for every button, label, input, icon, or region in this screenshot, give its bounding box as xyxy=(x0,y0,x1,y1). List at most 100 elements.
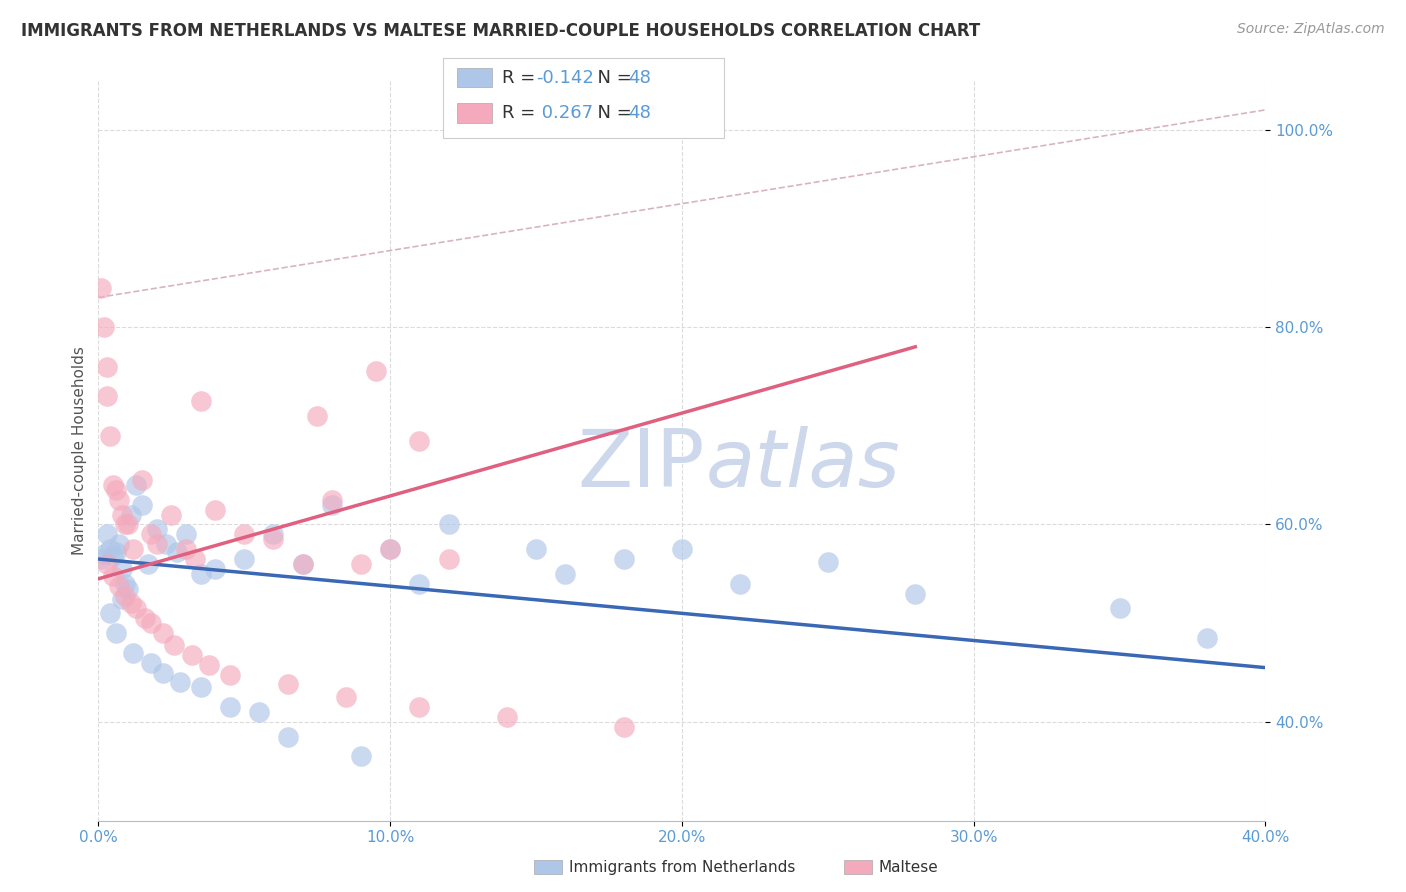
Point xyxy=(96,527,118,541)
Point xyxy=(104,545,127,559)
Point xyxy=(98,607,121,621)
Point xyxy=(131,498,153,512)
Point xyxy=(117,517,139,532)
Point xyxy=(169,675,191,690)
Point xyxy=(671,542,693,557)
Point xyxy=(233,527,256,541)
Point xyxy=(612,552,634,566)
Point xyxy=(111,591,134,606)
Point xyxy=(111,508,134,522)
Point xyxy=(174,542,197,557)
Point xyxy=(90,280,112,294)
Point xyxy=(218,700,240,714)
Point xyxy=(125,601,148,615)
Text: 48: 48 xyxy=(628,104,651,122)
Text: 48: 48 xyxy=(628,69,651,87)
Point xyxy=(120,508,142,522)
Point xyxy=(90,552,112,566)
Point xyxy=(1195,631,1218,645)
Y-axis label: Married-couple Households: Married-couple Households xyxy=(72,346,87,555)
Point xyxy=(190,681,212,695)
Point xyxy=(101,569,124,583)
Point xyxy=(291,557,314,571)
Point xyxy=(262,533,284,547)
Point xyxy=(136,557,159,571)
Point xyxy=(335,690,357,705)
Point xyxy=(190,394,212,409)
Point xyxy=(163,638,186,652)
Point xyxy=(96,557,118,571)
Point xyxy=(380,542,402,557)
Point xyxy=(104,483,127,497)
Point xyxy=(277,677,299,691)
Point xyxy=(139,527,162,541)
Point xyxy=(98,428,121,442)
Point xyxy=(408,700,430,714)
Point xyxy=(904,586,927,600)
Point xyxy=(496,710,519,724)
Text: -0.142: -0.142 xyxy=(536,69,593,87)
Text: N =: N = xyxy=(586,104,638,122)
Point xyxy=(364,364,387,378)
Point xyxy=(104,626,127,640)
Point xyxy=(139,616,162,631)
Point xyxy=(160,508,183,522)
Point xyxy=(218,667,240,681)
Point xyxy=(408,576,430,591)
Point xyxy=(198,657,221,672)
Point xyxy=(93,320,115,334)
Point xyxy=(114,576,136,591)
Point xyxy=(114,589,136,603)
Point xyxy=(111,562,134,576)
Point xyxy=(125,478,148,492)
Point xyxy=(180,648,202,662)
Point xyxy=(321,498,343,512)
Point xyxy=(204,502,226,516)
Point xyxy=(152,665,174,680)
Point xyxy=(108,492,131,507)
Point xyxy=(114,517,136,532)
Point xyxy=(350,557,373,571)
Text: 0.267: 0.267 xyxy=(536,104,593,122)
Point xyxy=(321,492,343,507)
Point xyxy=(307,409,329,423)
Point xyxy=(139,656,162,670)
Point xyxy=(730,576,752,591)
Point xyxy=(612,720,634,734)
Text: Immigrants from Netherlands: Immigrants from Netherlands xyxy=(569,860,796,874)
Point xyxy=(190,566,212,581)
Text: IMMIGRANTS FROM NETHERLANDS VS MALTESE MARRIED-COUPLE HOUSEHOLDS CORRELATION CHA: IMMIGRANTS FROM NETHERLANDS VS MALTESE M… xyxy=(21,22,980,40)
Point xyxy=(166,545,188,559)
Point xyxy=(134,611,156,625)
Point xyxy=(146,537,169,551)
Point xyxy=(247,705,270,719)
Point xyxy=(108,537,131,551)
Point xyxy=(101,549,124,563)
Point xyxy=(155,537,177,551)
Text: Source: ZipAtlas.com: Source: ZipAtlas.com xyxy=(1237,22,1385,37)
Point xyxy=(120,597,142,611)
Point xyxy=(408,434,430,448)
Text: Maltese: Maltese xyxy=(879,860,938,874)
Text: R =: R = xyxy=(502,69,541,87)
Point xyxy=(350,749,373,764)
Point xyxy=(131,473,153,487)
Point xyxy=(174,527,197,541)
Point xyxy=(122,542,145,557)
Text: atlas: atlas xyxy=(706,426,900,504)
Point xyxy=(233,552,256,566)
Text: ZIP: ZIP xyxy=(578,426,706,504)
Point xyxy=(277,730,299,744)
Point xyxy=(204,562,226,576)
Point xyxy=(146,523,169,537)
Point xyxy=(96,389,118,403)
Point xyxy=(1108,601,1130,615)
Point xyxy=(98,542,121,557)
Point xyxy=(101,478,124,492)
Point xyxy=(93,547,115,561)
Point xyxy=(117,582,139,596)
Point xyxy=(96,359,118,374)
Point xyxy=(380,542,402,557)
Point xyxy=(437,552,460,566)
Point xyxy=(122,646,145,660)
